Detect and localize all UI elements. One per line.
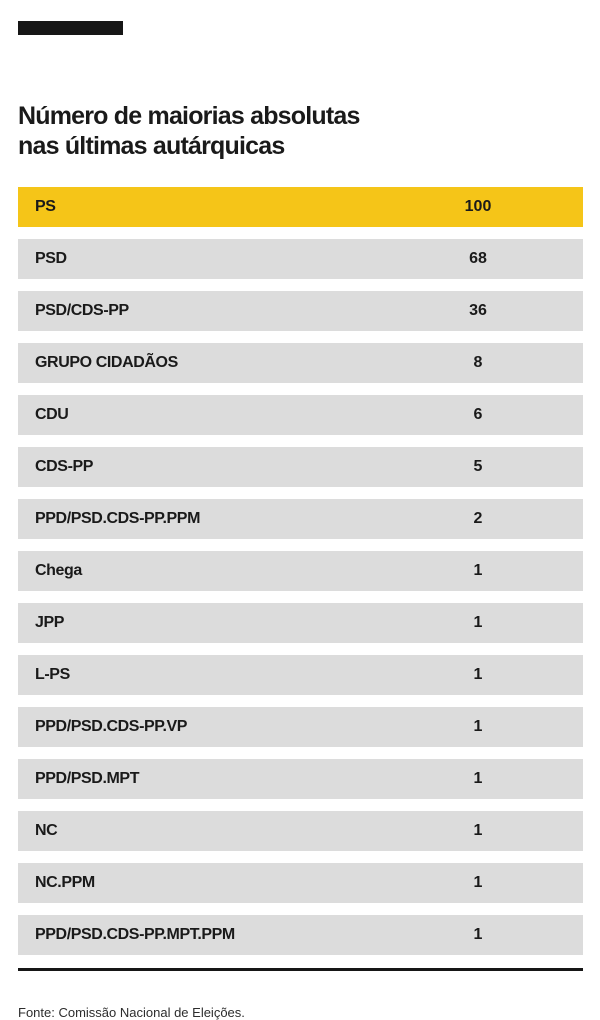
- source-separator: [18, 968, 583, 971]
- row-label: GRUPO CIDADÃOS: [35, 354, 178, 371]
- table-row: PS 100: [18, 187, 583, 227]
- source-note: Fonte: Comissão Nacional de Eleições.: [18, 1005, 245, 1020]
- row-value: 1: [473, 562, 483, 579]
- row-label: PPD/PSD.CDS-PP.MPT.PPM: [35, 926, 235, 943]
- row-value: 1: [473, 718, 483, 735]
- table-row: NC 1: [18, 811, 583, 851]
- table-row: PPD/PSD.CDS-PP.VP 1: [18, 707, 583, 747]
- title-line-2: nas últimas autárquicas: [18, 131, 285, 160]
- table-row: CDS-PP 5: [18, 447, 583, 487]
- table-row: CDU 6: [18, 395, 583, 435]
- row-label: PPD/PSD.CDS-PP.PPM: [35, 510, 200, 527]
- row-label: Chega: [35, 562, 82, 579]
- row-value: 100: [464, 198, 492, 215]
- chart-table: PS 100 PSD 68 PSD/CDS-PP 36 GRUPO CIDADÃOS 8 CDU…: [18, 187, 583, 955]
- table-row: GRUPO CIDADÃOS 8: [18, 343, 583, 383]
- row-value: 68: [469, 250, 487, 267]
- table-row: PPD/PSD.CDS-PP.PPM 2: [18, 499, 583, 539]
- row-value: 5: [473, 458, 483, 475]
- row-value: 6: [473, 406, 483, 423]
- table-row: PSD/CDS-PP 36: [18, 291, 583, 331]
- kicker-bar: [18, 21, 123, 35]
- row-label: PSD/CDS-PP: [35, 302, 129, 319]
- row-value: 1: [473, 874, 483, 891]
- row-label: PPD/PSD.MPT: [35, 770, 140, 787]
- row-value: 1: [473, 666, 483, 683]
- table-row: PPD/PSD.MPT 1: [18, 759, 583, 799]
- row-value: 36: [469, 302, 487, 319]
- title-line-1: Número de maiorias absolutas: [18, 101, 360, 130]
- row-value: 1: [473, 926, 483, 943]
- row-label: PS: [35, 198, 56, 215]
- row-label: NC.PPM: [35, 874, 95, 891]
- table-row: NC.PPM 1: [18, 863, 583, 903]
- table-row: PSD 68: [18, 239, 583, 279]
- row-label: CDU: [35, 406, 69, 423]
- row-value: 1: [473, 614, 483, 631]
- table-row: PPD/PSD.CDS-PP.MPT.PPM 1: [18, 915, 583, 955]
- row-label: PSD: [35, 250, 67, 267]
- page-title: Número de maiorias absolutas nas últimas …: [18, 101, 360, 161]
- table-row: Chega 1: [18, 551, 583, 591]
- row-value: 8: [473, 354, 483, 371]
- row-label: L-PS: [35, 666, 70, 683]
- row-label: PPD/PSD.CDS-PP.VP: [35, 718, 188, 735]
- row-value: 1: [473, 822, 483, 839]
- row-label: NC: [35, 822, 58, 839]
- row-label: JPP: [35, 614, 65, 631]
- row-value: 1: [473, 770, 483, 787]
- row-value: 2: [473, 510, 483, 527]
- table-row: L-PS 1: [18, 655, 583, 695]
- row-label: CDS-PP: [35, 458, 94, 475]
- table-row: JPP 1: [18, 603, 583, 643]
